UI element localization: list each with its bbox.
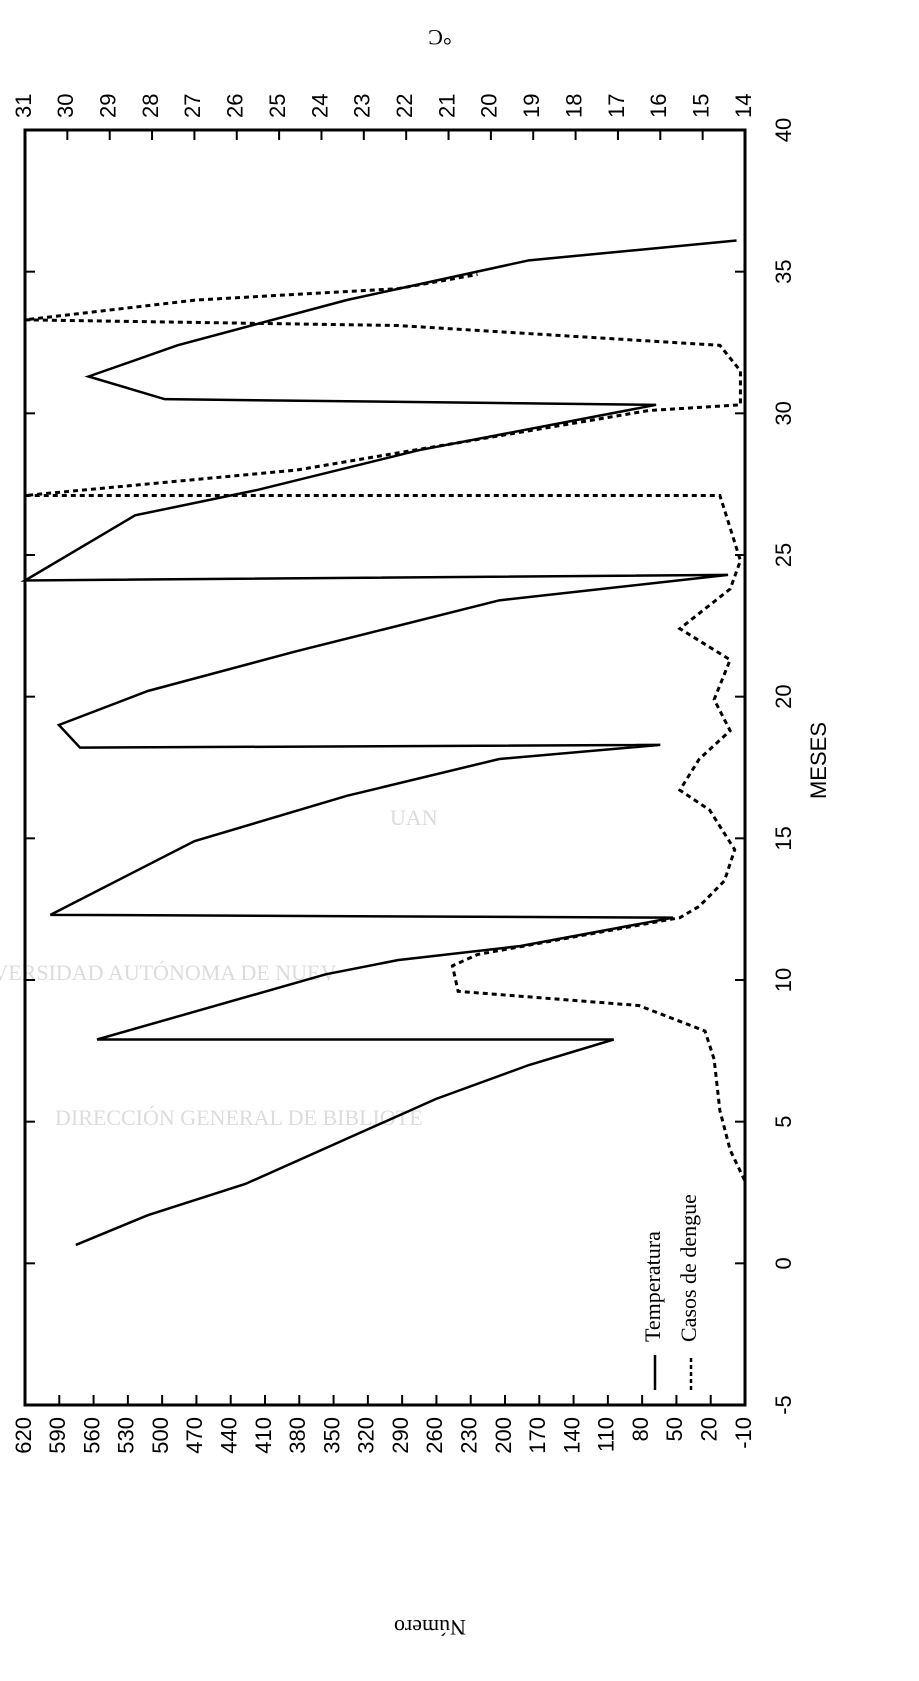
y-tick-label: 170 [525, 1417, 550, 1454]
y2-tick-label: 25 [265, 94, 290, 118]
y2-tick-label: 20 [477, 94, 502, 118]
y-tick-label: 200 [491, 1417, 516, 1454]
x-tick-label: 15 [771, 826, 796, 850]
y-tick-label: 380 [285, 1417, 310, 1454]
legend-label: Casos de dengue [676, 1194, 701, 1342]
y2-tick-label: 22 [392, 94, 417, 118]
x-tick-label: 40 [771, 118, 796, 142]
y2-tick-label: 29 [96, 94, 121, 118]
y2-tick-label: 24 [307, 94, 332, 118]
y-tick-label: 320 [354, 1417, 379, 1454]
legend-label: Temperatura [640, 1231, 665, 1342]
y2-tick-label: 14 [731, 94, 756, 118]
y-axis-label: Número [394, 1615, 466, 1640]
y-tick-label: 110 [594, 1417, 619, 1452]
y2-tick-label: 26 [223, 94, 248, 118]
y-tick-label: 350 [319, 1417, 344, 1454]
y-tick-label: 230 [457, 1417, 482, 1454]
y-tick-label: 20 [697, 1417, 722, 1441]
frame [23, 128, 747, 1407]
line [20, 239, 737, 1247]
y-tick-label: 500 [148, 1417, 173, 1454]
x-tick-label: 20 [771, 684, 796, 708]
y2-tick-label: 21 [434, 94, 459, 118]
line [24, 273, 747, 1226]
y-tick-label: 470 [182, 1417, 207, 1454]
plot: -5 0 5 10 15 20 25 30 35 40 -10 20 50 80 110 140 170 200 2… [11, 25, 831, 1640]
y2-tick-label: 15 [688, 94, 713, 118]
y2-axis-label: °C [428, 25, 451, 50]
y-tick-label: 260 [422, 1417, 447, 1454]
x-tick-label: 10 [771, 968, 796, 992]
x-tick-label: 0 [771, 1257, 796, 1269]
x-axis-label: MESES [806, 722, 831, 799]
y2-tick-label: 17 [604, 94, 629, 118]
x-tick-label: -5 [771, 1395, 796, 1415]
x-tick-label: 25 [771, 543, 796, 567]
y-tick-label: 440 [217, 1417, 242, 1454]
y-tick-label: 80 [628, 1417, 653, 1441]
y2-tick-label: 18 [561, 94, 586, 118]
y-tick-label: 560 [79, 1417, 104, 1454]
x-tick-label: 35 [771, 259, 796, 283]
y2-tick-label: 19 [519, 94, 544, 118]
y-tick-label: 410 [251, 1417, 276, 1454]
y-tick-label: 530 [114, 1417, 139, 1454]
y2-tick-label: 30 [53, 94, 78, 118]
y-tick-label: 290 [388, 1417, 413, 1454]
watermark: UAN [390, 805, 438, 830]
y2-tick-label: 27 [180, 94, 205, 118]
x-tick-label: 5 [771, 1116, 796, 1128]
y-tick-label: 620 [11, 1417, 36, 1454]
x-tick-label: 30 [771, 401, 796, 425]
y-tick-label: 140 [559, 1417, 584, 1454]
y2-tick-label: 16 [646, 94, 671, 118]
y-tick-label: 50 [662, 1417, 687, 1441]
watermark: IVERSIDAD AUTÓNOMA DE NUEV [0, 960, 336, 985]
watermark: DIRECCIÓN GENERAL DE BIBLIOTE [55, 1105, 423, 1130]
y-tick-label: -10 [731, 1417, 756, 1449]
y2-tick-label: 28 [138, 94, 163, 118]
y-tick-label: 590 [45, 1417, 70, 1454]
y2-tick-label: 31 [11, 94, 36, 118]
y2-tick-label: 23 [350, 94, 375, 118]
